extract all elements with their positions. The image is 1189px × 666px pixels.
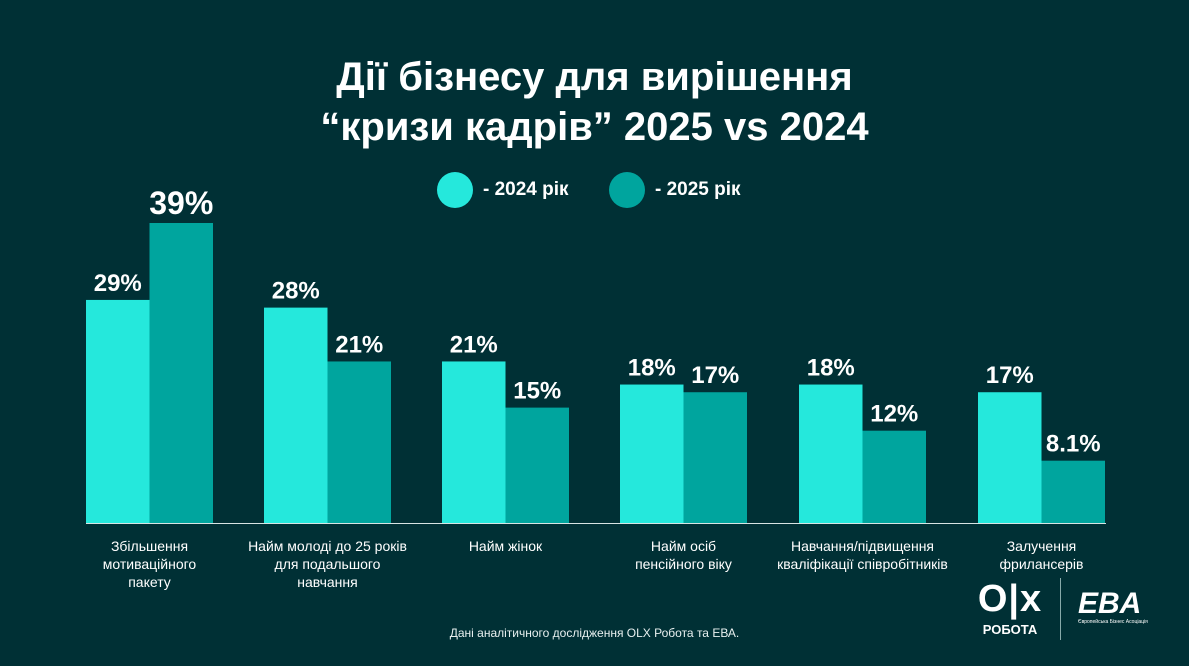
bar-2025: [505, 407, 569, 523]
category-label: для подальшого: [275, 556, 381, 572]
bar-2025: [1041, 460, 1105, 523]
data-label: 8.1%: [1046, 431, 1101, 458]
data-label: 21%: [335, 331, 383, 358]
category-label: навчання: [297, 574, 357, 590]
category-label: Найм жінок: [469, 538, 543, 554]
bar-2024: [978, 392, 1042, 523]
data-label: 17%: [986, 362, 1034, 389]
legend-label-2024: - 2024 рік: [483, 179, 569, 200]
bar-2024: [264, 307, 328, 523]
title-line-1: Дії бізнесу для вирішення: [336, 55, 853, 99]
olx-logo: O|x РОБОТА: [975, 580, 1045, 637]
bar-2024: [799, 384, 863, 523]
chart-title: Дії бізнесу для вирішення “кризи кадрів”…: [0, 52, 1189, 152]
legend: - 2024 рік - 2025 рік: [0, 172, 1189, 208]
data-label: 12%: [870, 401, 918, 428]
logo-divider: [1060, 578, 1061, 640]
legend-swatch-2024: [437, 172, 473, 208]
category-label: фрилансерів: [1000, 556, 1084, 572]
bar-2025: [327, 361, 391, 523]
data-label: 39%: [149, 185, 213, 221]
category-label: пакету: [128, 574, 171, 590]
title-line-2: “кризи кадрів” 2025 vs 2024: [320, 105, 869, 149]
legend-label-2025: - 2025 рік: [655, 179, 741, 200]
category-label: Найм молоді до 25 років: [248, 538, 407, 554]
data-label: 18%: [807, 355, 855, 382]
bar-2024: [86, 299, 150, 523]
category-label: кваліфікації співробітників: [777, 556, 948, 572]
bar-2025: [862, 430, 926, 523]
data-label: 17%: [691, 362, 739, 389]
data-label: 15%: [513, 378, 561, 405]
legend-swatch-2025: [609, 172, 645, 208]
eba-logo: EBA Європейська Бізнес Асоціація: [1078, 587, 1148, 626]
category-label: Найм осіб: [651, 538, 716, 554]
bar-2025: [683, 392, 747, 523]
data-label: 18%: [628, 355, 676, 382]
data-label: 28%: [272, 278, 320, 305]
category-label: пенсійного віку: [635, 556, 732, 572]
bar-2025: [149, 223, 213, 523]
legend-2024: - 2024 рік: [437, 172, 569, 208]
bar-2024: [620, 384, 684, 523]
source-note: Дані аналітичного дослідження OLX Робота…: [449, 626, 740, 640]
data-label: 21%: [450, 331, 498, 358]
legend-2025: - 2025 рік: [609, 172, 741, 208]
category-label: Залучення: [1007, 538, 1077, 554]
data-label: 29%: [94, 270, 142, 297]
category-label: Збільшення: [111, 538, 188, 554]
bar-2024: [442, 361, 506, 523]
category-label: Навчання/підвищення: [791, 538, 934, 554]
category-label: мотиваційного: [103, 556, 197, 572]
olx-logo-subtitle: РОБОТА: [982, 622, 1038, 637]
